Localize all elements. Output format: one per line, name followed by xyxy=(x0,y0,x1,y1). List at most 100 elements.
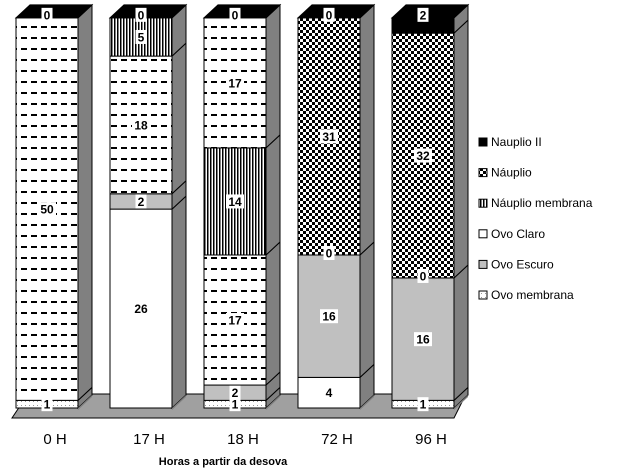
bar-top-face xyxy=(14,4,94,19)
data-label: 17 xyxy=(228,76,242,90)
data-label-bg xyxy=(323,7,335,22)
bar-stack xyxy=(296,3,376,410)
bar-segment-side xyxy=(265,3,281,150)
data-label: 17 xyxy=(228,314,242,328)
bar-stack xyxy=(390,3,470,410)
bar-segment-side xyxy=(453,19,469,280)
bar-segment-side xyxy=(359,240,375,379)
bar-segment-side xyxy=(265,240,281,387)
legend-label: Ovo membrana xyxy=(491,288,574,302)
data-label-bg xyxy=(414,332,432,347)
data-label: 16 xyxy=(416,333,430,347)
bar-base-side xyxy=(454,395,468,410)
data-label: 2 xyxy=(232,386,239,400)
data-label: 2 xyxy=(138,195,145,209)
bar-segment-side xyxy=(359,3,375,257)
bar-top-face xyxy=(108,4,188,19)
data-label-bg xyxy=(132,117,150,132)
data-label-bg xyxy=(135,194,147,209)
data-label: 0 xyxy=(44,8,51,22)
data-label: 5 xyxy=(138,30,145,44)
bar-top-face xyxy=(296,4,376,19)
data-label-bg xyxy=(417,7,429,22)
legend-label: Nauplio II xyxy=(491,135,542,149)
data-label: 0 xyxy=(420,269,427,283)
bar-base-side xyxy=(266,395,280,410)
data-label: 2 xyxy=(420,8,427,22)
bar-top-face xyxy=(390,4,470,19)
data-label-bg xyxy=(132,301,150,316)
data-label-bg xyxy=(414,148,432,163)
legend-swatch xyxy=(478,198,488,208)
data-label-bg xyxy=(229,397,241,412)
data-label-bg xyxy=(323,385,335,400)
bar-segment-side xyxy=(77,3,93,402)
data-label: 0 xyxy=(232,8,239,22)
data-label-bg xyxy=(417,268,429,283)
data-label-bg xyxy=(417,397,429,412)
data-label-bg xyxy=(135,29,147,44)
data-label-bg xyxy=(323,246,335,260)
data-label-bg xyxy=(320,309,338,324)
legend-swatch xyxy=(478,259,488,269)
data-label: 1 xyxy=(420,398,427,412)
legend-item: Ovo membrana xyxy=(478,288,574,302)
data-label-bg xyxy=(229,385,241,400)
bar-segment-side xyxy=(171,194,187,410)
data-label-bg xyxy=(41,397,53,412)
x-axis-label: Horas a partir da desova xyxy=(159,456,288,468)
data-label-bg xyxy=(226,194,244,209)
data-label: 16 xyxy=(322,310,336,324)
legend-label: Náuplio xyxy=(491,166,532,180)
data-label: 18 xyxy=(134,118,148,132)
data-label: 1 xyxy=(44,398,51,412)
bar-base-side xyxy=(172,395,186,410)
x-tick-label: 18 H xyxy=(227,431,259,448)
data-label: 1 xyxy=(232,398,239,412)
legend-item: Nauplio II xyxy=(478,135,542,149)
bar-segment-side xyxy=(171,41,187,195)
x-tick-label: 17 H xyxy=(133,431,165,448)
legend-item: Náuplio membrana xyxy=(478,196,593,210)
data-label-bg xyxy=(41,7,53,22)
bar-segment-side xyxy=(265,133,281,257)
data-label: 14 xyxy=(228,195,242,209)
legend-item: Ovo Escuro xyxy=(478,257,554,271)
bar-stack xyxy=(108,3,188,410)
legend-swatch xyxy=(478,229,488,239)
data-label-bg xyxy=(320,129,338,144)
legend-swatch xyxy=(478,137,488,147)
data-label: 31 xyxy=(322,130,336,144)
legend-swatch xyxy=(478,168,488,178)
legend-item: Náuplio xyxy=(478,166,532,180)
bar-segment-side xyxy=(453,263,469,402)
x-tick-labels: 0 H 17 H 18 H 72 H 96 H xyxy=(43,431,447,448)
bar-base-side xyxy=(360,395,374,410)
data-label: 0 xyxy=(326,8,333,22)
bar-base-side xyxy=(78,395,92,410)
legend-label: Ovo Claro xyxy=(491,227,545,241)
data-label-bg xyxy=(226,313,244,328)
data-label-bg xyxy=(226,75,244,90)
legend-label: Náuplio membrana xyxy=(491,196,593,210)
data-label: 32 xyxy=(416,149,430,163)
legend-label: Ovo Escuro xyxy=(491,257,554,271)
x-tick-label: 0 H xyxy=(43,431,66,448)
legend-item: Ovo Claro xyxy=(478,227,545,241)
data-label-bg xyxy=(38,202,56,217)
bar-stack xyxy=(14,3,94,410)
bars-group xyxy=(14,3,470,410)
data-label: 0 xyxy=(138,8,145,22)
legend: Nauplio II Náuplio Náuplio membrana Ovo Cla… xyxy=(478,135,593,302)
x-tick-label: 72 H xyxy=(321,431,353,448)
data-label: 26 xyxy=(134,302,148,316)
data-label: 0 xyxy=(326,247,333,261)
data-label-bg xyxy=(229,7,241,22)
x-tick-label: 96 H xyxy=(415,431,447,448)
data-label: 50 xyxy=(40,203,54,217)
bar-top-face xyxy=(202,4,282,19)
data-label-bg xyxy=(135,7,147,22)
data-label: 4 xyxy=(326,386,333,400)
